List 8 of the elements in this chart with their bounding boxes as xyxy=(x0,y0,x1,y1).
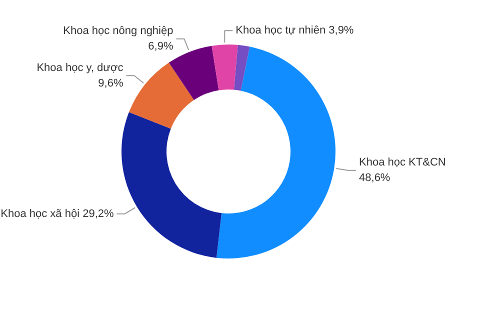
data-label: 48,6% xyxy=(359,172,390,184)
slice-label: Khoa học xã hội 29,2% xyxy=(0,208,114,220)
slice-label: Khoa học KT&CN xyxy=(359,156,446,169)
slice-label: Khoa học nông nghiệp xyxy=(63,25,174,38)
slice-label: Khoa học y, dược xyxy=(36,62,124,74)
slice-label: Khoa học tự nhiên 3,9% xyxy=(236,24,354,37)
data-label: 9,6% xyxy=(98,77,124,90)
data-label: 6,9% xyxy=(148,40,174,53)
